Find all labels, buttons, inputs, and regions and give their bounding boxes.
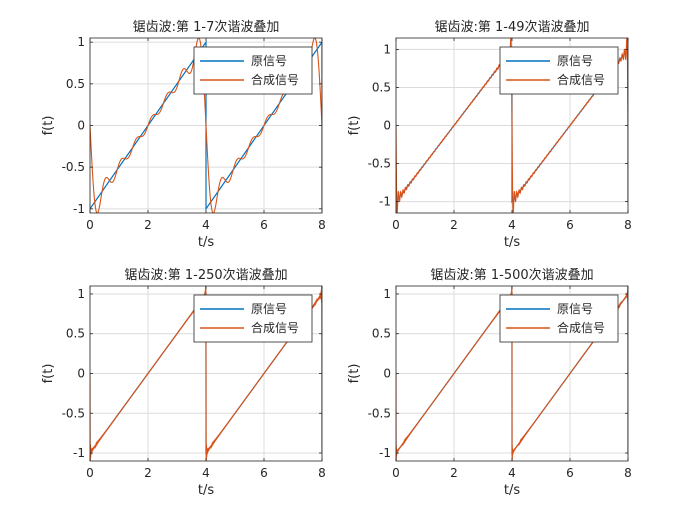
y-tick-label: 0 [77,367,85,381]
x-tick-label: 0 [86,218,94,232]
x-tick-label: 6 [260,218,268,232]
legend-box [193,46,313,95]
x-axis-label: t/s [198,483,214,498]
y-tick-label: 1 [77,35,85,49]
x-tick-label: 4 [508,466,516,480]
chart-title: 锯齿波:第 1-7次谐波叠加 [133,19,280,35]
y-tick-label: -0.5 [368,406,391,420]
x-axis-label: t/s [504,483,520,498]
x-tick-label: 8 [624,466,632,480]
legend-box [499,294,619,343]
y-axis-label: f(t) [347,364,362,384]
y-tick-label: -1 [73,446,85,460]
y-tick-label: -1 [73,202,85,216]
legend-label: 原信号 [557,54,593,68]
x-tick-label: 2 [144,466,152,480]
y-tick-label: 1 [383,42,391,56]
y-axis-label: f(t) [41,116,56,136]
y-tick-label: -1 [379,195,391,209]
x-axis-label: t/s [198,235,214,250]
legend-label: 合成信号 [557,72,605,87]
legend-box [499,46,619,95]
subplot-4: 0 2 4 6 8 -1 -0.5 0 0.5 1 锯齿波:第 1-500次谐波叠加 t/s f(t) 原… [347,267,632,498]
y-tick-label: 1 [77,287,85,301]
x-axis-label: t/s [504,235,520,250]
x-tick-label: 2 [450,218,458,232]
x-tick-label: 8 [318,466,326,480]
series-synthesized-line [90,286,322,461]
y-axis-label: f(t) [347,116,362,136]
legend-label: 原信号 [251,54,287,68]
subplot-3: 0 2 4 6 8 -1 -0.5 0 0.5 1 锯齿波:第 1-250次谐波叠加 t/s f(t) 原… [41,267,326,498]
chart-title: 锯齿波:第 1-500次谐波叠加 [430,267,593,283]
y-tick-label: 0.5 [372,80,391,94]
x-tick-label: 4 [508,218,516,232]
legend-label: 原信号 [557,302,593,316]
series-group [90,286,322,461]
y-tick-label: -0.5 [62,406,85,420]
chart-title: 锯齿波:第 1-250次谐波叠加 [124,267,287,283]
y-tick-label: -1 [379,446,391,460]
subplot-1: 0 2 4 6 8 -1 -0.5 0 0.5 1 锯齿波:第 1-7次谐波叠加 t/s f(t) 原信号… [41,19,326,250]
series-group [396,286,628,461]
y-tick-label: 1 [383,287,391,301]
y-axis-label: f(t) [41,364,56,384]
x-tick-label: 0 [392,218,400,232]
x-tick-label: 4 [202,466,210,480]
x-tick-label: 2 [144,218,152,232]
x-tick-label: 0 [392,466,400,480]
x-tick-label: 4 [202,218,210,232]
legend-label: 合成信号 [251,320,299,335]
y-tick-label: -0.5 [368,157,391,171]
x-tick-label: 0 [86,466,94,480]
y-tick-label: 0 [383,119,391,133]
y-tick-label: -0.5 [62,160,85,174]
x-tick-label: 8 [624,218,632,232]
y-tick-label: 0.5 [66,327,85,341]
series-original-line [90,40,322,211]
series-group [396,38,628,213]
series-synthesized-line [396,38,628,213]
legend-label: 原信号 [251,302,287,316]
x-tick-label: 6 [566,466,574,480]
legend-label: 合成信号 [557,320,605,335]
legend-box [193,294,313,343]
y-tick-label: 0 [383,367,391,381]
chart-title: 锯齿波:第 1-49次谐波叠加 [434,19,589,35]
x-tick-label: 6 [566,218,574,232]
x-tick-label: 6 [260,466,268,480]
series-synthesized-line [396,286,628,461]
y-tick-label: 0.5 [66,77,85,91]
y-tick-label: 0.5 [372,327,391,341]
y-tick-label: 0 [77,119,85,133]
subplot-2: 0 2 4 6 8 -1 -0.5 0 0.5 1 锯齿波:第 1-49次谐波叠加 t/s f(t) 原信… [347,19,632,250]
x-tick-label: 8 [318,218,326,232]
legend-label: 合成信号 [251,72,299,87]
x-tick-label: 2 [450,466,458,480]
